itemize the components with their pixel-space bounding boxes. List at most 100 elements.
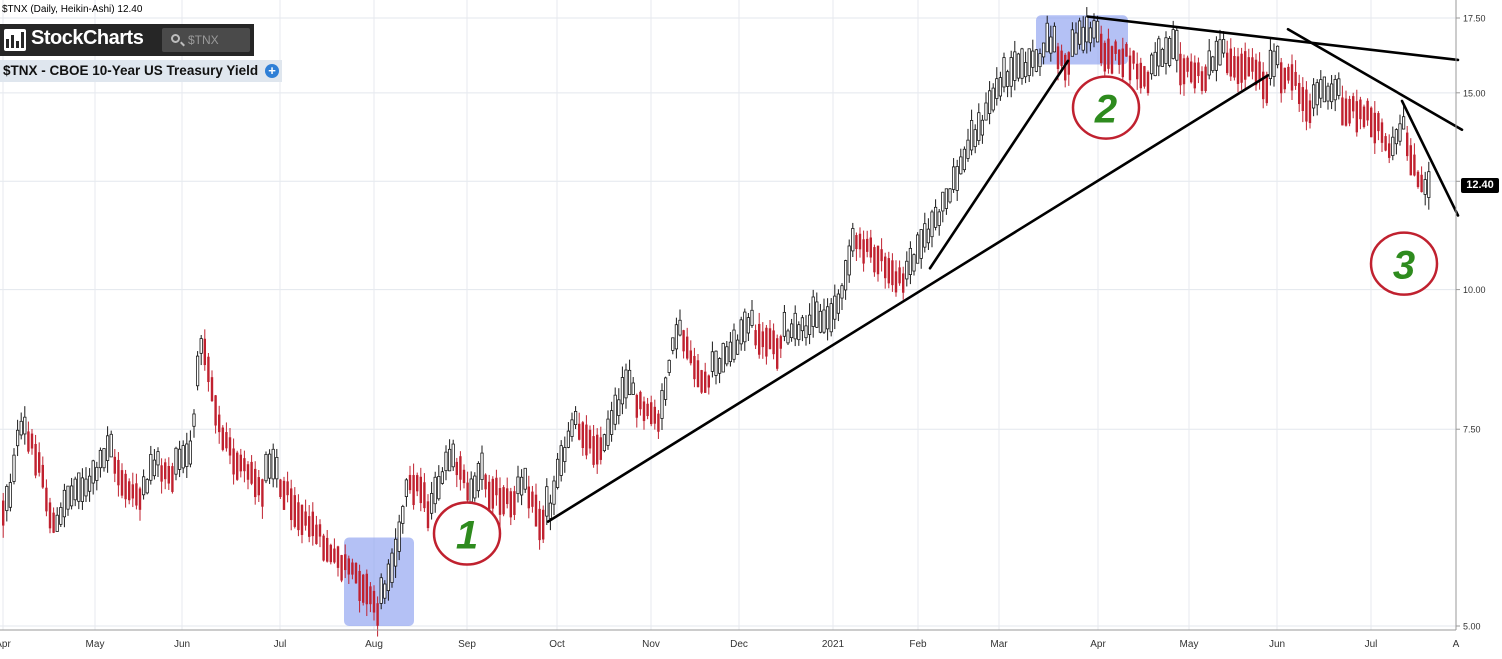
candle-body-down (254, 468, 257, 498)
candle-body-up (1006, 71, 1010, 87)
candle-body-up (624, 369, 628, 399)
candle-body-up (905, 260, 909, 280)
candle-body-down (120, 470, 124, 496)
candle-body-down (340, 555, 343, 581)
candle-body-down (1118, 49, 1121, 65)
add-symbol-button[interactable]: + (265, 64, 279, 78)
candle-body-up (145, 479, 149, 494)
candle-body-down (372, 590, 376, 613)
label-circle (1369, 231, 1439, 296)
candle-body-down (758, 323, 761, 355)
candle-body-down (704, 371, 707, 393)
candle-body-up (800, 317, 805, 332)
candle-body-down (1229, 48, 1232, 77)
candle-body-down (1146, 71, 1150, 94)
logo-text[interactable]: StockCharts (31, 27, 144, 49)
candle-body-down (1301, 87, 1304, 112)
candle-body-down (506, 488, 509, 505)
candle-body-up (570, 419, 574, 437)
candle-body-down (495, 477, 498, 496)
candle-body-up (264, 453, 268, 482)
candle-body-down (290, 488, 293, 521)
candle-body-up (664, 377, 668, 400)
candle-body-up (545, 486, 549, 517)
candle-body-up (77, 472, 81, 502)
x-tick-label: Jun (174, 639, 190, 650)
candle-body-down (218, 414, 221, 433)
candle-body-down (286, 481, 289, 496)
candle-body-up (1322, 76, 1326, 103)
candle-body-up (185, 443, 189, 467)
candle-body-up (195, 355, 200, 387)
candle-body-up (563, 447, 567, 462)
candle-body-up (5, 485, 9, 512)
candle-body-down (1254, 59, 1258, 86)
candle-body-up (818, 310, 823, 333)
candle-body-up (998, 77, 1003, 97)
candle-body-down (1247, 57, 1250, 77)
candle-body-down (160, 465, 163, 482)
candle-body-down (513, 491, 516, 515)
candle-body-down (707, 375, 710, 388)
candle-body-up (55, 514, 59, 532)
candle-body-up (275, 456, 279, 480)
candle-body-down (876, 245, 880, 275)
candle-body-up (141, 476, 146, 496)
candle-body-down (1355, 101, 1358, 133)
candle-body-down (887, 258, 890, 284)
candle-body-down (358, 570, 361, 601)
candle-body-down (416, 475, 419, 492)
candle-body-up (930, 211, 934, 238)
candle-body-up (181, 445, 185, 469)
candle-body-up (433, 476, 437, 505)
candle-body-down (772, 330, 775, 355)
candle-body-up (948, 188, 952, 203)
candle-body-down (1262, 71, 1265, 100)
candle-body-up (746, 317, 751, 334)
candle-body-up (844, 260, 848, 291)
candle-body-up (1034, 49, 1038, 72)
candle-body-up (23, 416, 27, 435)
search-input[interactable] (188, 32, 246, 48)
candle-body-down (257, 477, 260, 496)
candle-body-up (1207, 50, 1211, 76)
candle-body-down (639, 391, 642, 410)
candle-body-down (578, 423, 581, 440)
candle-body-up (1168, 37, 1172, 66)
candle-body-down (689, 350, 692, 364)
candle-body-down (419, 476, 422, 504)
x-tick-label: 2021 (822, 639, 845, 650)
candle-body-up (836, 293, 841, 314)
candle-body-up (383, 583, 387, 599)
candle-body-up (919, 229, 923, 259)
candle-body-down (261, 479, 264, 507)
candle-body-down (297, 502, 300, 531)
candle-body-up (1218, 39, 1222, 66)
symbol-search[interactable] (162, 28, 250, 52)
candle-body-up (937, 211, 941, 226)
candle-body-down (344, 554, 347, 571)
candle-body-down (596, 434, 599, 465)
candle-body-up (174, 447, 178, 475)
candle-body-up (1074, 32, 1078, 55)
highlight-box (344, 537, 414, 626)
candle-body-down (369, 586, 372, 605)
candle-body-down (1283, 67, 1286, 90)
candle-body-up (606, 418, 610, 446)
candle-body-up (1214, 40, 1218, 71)
candle-body-down (1236, 56, 1240, 84)
candle-body-up (1013, 51, 1017, 81)
candle-body-down (1348, 98, 1351, 124)
symbol-label: $TNX - CBOE 10-Year US Treasury Yield (3, 63, 259, 78)
candle-body-up (102, 448, 106, 469)
grid (0, 0, 1457, 630)
candle-body-up (1171, 29, 1175, 59)
candle-body-down (862, 239, 865, 264)
candle-body-down (531, 491, 534, 507)
candle-body-up (267, 453, 272, 479)
candle-body-up (1045, 22, 1049, 53)
candle-body-down (308, 516, 311, 537)
x-tick-label: Sep (458, 639, 476, 650)
candle-body-up (566, 430, 571, 448)
